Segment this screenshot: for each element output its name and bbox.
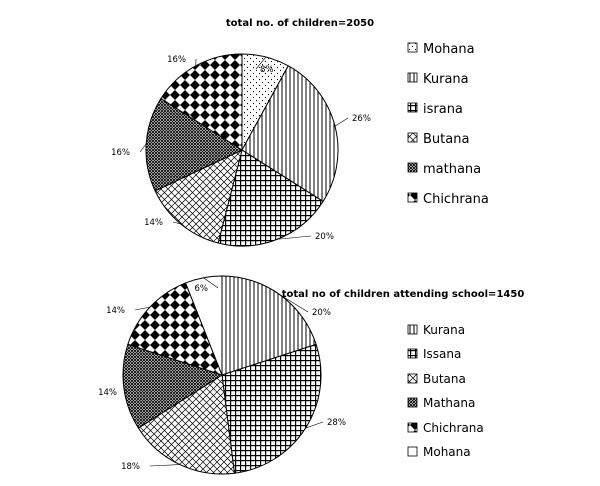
legend-swatch	[407, 72, 418, 83]
value-label: 18%	[121, 462, 140, 472]
leader-line	[334, 117, 349, 127]
legend-label: Butana	[423, 372, 466, 386]
legend-item: Butana	[407, 132, 469, 147]
legend-label: israna	[423, 102, 463, 117]
chart-1-slices	[145, 53, 339, 247]
value-label: 26%	[352, 114, 371, 124]
legend-swatch	[407, 324, 418, 335]
legend-label: Mohana	[423, 445, 471, 459]
value-label: 20%	[315, 232, 334, 242]
legend-label: Chichrana	[423, 421, 484, 435]
legend-item: Kurana	[407, 72, 469, 87]
legend-item: Mohana	[407, 445, 471, 459]
legend-swatch	[407, 397, 418, 408]
legend-swatch	[407, 42, 418, 53]
legend-swatch	[407, 446, 418, 457]
legend-label: mathana	[423, 162, 481, 177]
leader-line	[172, 221, 181, 225]
value-label: 28%	[327, 418, 346, 428]
legend-label: Kurana	[423, 323, 465, 337]
chart-1-legend: Mohana Kurana israna Butana mathana Chic…	[407, 42, 489, 207]
legend-item: Mohana	[407, 42, 475, 57]
legend-swatch	[407, 102, 418, 113]
chart-2-value-labels: 20% 28% 18% 14% 14% 6%	[98, 277, 346, 472]
legend-item: Chichrana	[407, 421, 484, 435]
legend-item: Issana	[407, 347, 461, 361]
legend-swatch	[407, 192, 418, 203]
pie-slice-butana	[154, 149, 243, 244]
legend-item: Mathana	[407, 396, 475, 410]
value-label: 14%	[106, 306, 125, 316]
legend-item: Kurana	[407, 323, 465, 337]
value-label: 14%	[144, 218, 163, 228]
value-label: 8%	[260, 65, 274, 75]
value-label: 20%	[312, 308, 331, 318]
legend-label: Butana	[423, 132, 469, 147]
leader-line	[123, 387, 128, 393]
legend-item: Butana	[407, 372, 466, 386]
legend-item: israna	[407, 102, 463, 117]
legend-item: Chichrana	[407, 192, 489, 207]
leader-line	[203, 277, 219, 289]
legend-label: Mohana	[423, 42, 475, 57]
legend-label: Kurana	[423, 72, 469, 87]
chart-1-title: total no. of children=2050	[226, 18, 374, 29]
legend-label: Issana	[423, 347, 461, 361]
legend-label: Mathana	[423, 396, 475, 410]
pie-slice-issana	[221, 343, 322, 474]
pie-slice-kurana	[221, 275, 317, 376]
legend-swatch	[407, 422, 418, 433]
pie-slice-israna	[217, 149, 324, 247]
value-label: 16%	[167, 55, 186, 65]
leader-line	[134, 306, 150, 311]
legend-item: mathana	[407, 162, 481, 177]
value-label: 16%	[111, 148, 130, 158]
chart-2-slices	[122, 275, 322, 475]
leader-line	[277, 235, 312, 240]
chart-1-value-labels: 8% 26% 20% 14% 16% 16%	[111, 55, 371, 242]
pie-slice-chichrana	[160, 53, 243, 151]
pie-chart-1: total no. of children=2050 8% 26% 20% 14% 16…	[111, 18, 489, 247]
chart-2-legend: Kurana Issana Butana Mathana Chichrana M…	[407, 323, 484, 459]
legend-label: Chichrana	[423, 192, 489, 207]
leader-line	[149, 464, 180, 467]
leader-line	[139, 143, 147, 153]
leader-line	[280, 294, 309, 313]
value-label: 14%	[98, 388, 117, 398]
legend-swatch	[407, 373, 418, 384]
leader-line	[255, 56, 267, 70]
legend-swatch	[407, 132, 418, 143]
pie-chart-2: total no of children attending school=14…	[98, 275, 525, 475]
value-label: 6%	[195, 284, 209, 294]
legend-swatch	[407, 162, 418, 173]
leader-line	[305, 421, 324, 429]
legend-swatch	[407, 348, 418, 359]
pie-slice-chichrana	[127, 282, 223, 376]
chart-2-title: total no of children attending school=14…	[282, 289, 525, 300]
